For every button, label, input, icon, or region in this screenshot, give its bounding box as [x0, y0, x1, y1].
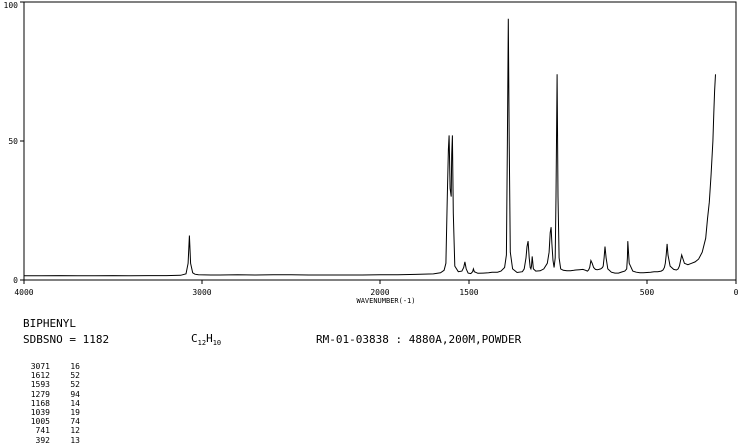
- formula-c-count: 12: [197, 339, 207, 348]
- peak-wavenumber: 1279: [30, 389, 50, 399]
- peak-intensity: 12: [70, 426, 80, 436]
- plot-frame: [23, 1, 737, 281]
- molecular-formula: C12H10: [191, 333, 221, 349]
- peak-intensity: 52: [70, 380, 80, 390]
- peak-table: 3071 16 1612 52 1593 52 1279 94 1168 14 1039 19 1005…: [24, 362, 80, 445]
- peak-row: 1279 94: [24, 390, 80, 399]
- x-tick-label: 2000: [370, 288, 389, 297]
- spectrum-chart: 4000 3000 2000 1500 500 0 0 50 100 WAVENUMBER(-1…: [4, 1, 738, 305]
- peak-row: 741 12: [24, 426, 80, 435]
- spectrum-line: [24, 18, 716, 277]
- x-tick-label: 1500: [459, 288, 478, 297]
- x-tick-label: 0: [734, 288, 738, 297]
- peak-row: 1612 52: [24, 371, 80, 380]
- peak-intensity: 16: [70, 362, 80, 371]
- x-axis-label: WAVENUMBER(-1): [356, 297, 415, 305]
- peak-intensity: 74: [70, 417, 80, 427]
- y-tick-label: 100: [4, 1, 19, 10]
- x-tick-label: 500: [640, 288, 655, 297]
- peak-row: 1039 19: [24, 408, 80, 417]
- peak-intensity: 52: [70, 371, 80, 381]
- peak-row: 1593 52: [24, 380, 80, 389]
- y-tick-label: 0: [13, 276, 18, 285]
- measurement-info: RM-01-03838 : 4880A,200M,POWDER: [316, 333, 522, 346]
- formula-c: C: [191, 332, 198, 345]
- peak-intensity: 19: [70, 408, 80, 418]
- peak-wavenumber: 1039: [30, 408, 50, 418]
- peak-wavenumber: 1593: [30, 380, 50, 390]
- x-tick-label: 4000: [14, 288, 33, 297]
- peak-wavenumber: 3071: [30, 362, 50, 371]
- peak-intensity: 94: [70, 389, 80, 399]
- axis-ticks: 4000 3000 2000 1500 500 0 0 50 100: [4, 1, 738, 297]
- peak-wavenumber: 1168: [30, 398, 50, 408]
- peak-wavenumber: 1005: [30, 417, 50, 427]
- peak-wavenumber: 1612: [30, 371, 50, 381]
- peak-intensity: 14: [70, 398, 80, 408]
- formula-h-count: 10: [212, 339, 222, 348]
- formula-h: H: [206, 332, 213, 345]
- peak-row: 1168 14: [24, 399, 80, 408]
- peak-row: 392 13: [24, 436, 80, 445]
- peak-wavenumber: 741: [35, 426, 50, 436]
- peak-row: 3071 16: [24, 362, 80, 371]
- sdbs-number: SDBSNO = 1182: [23, 333, 110, 346]
- peak-intensity: 13: [70, 435, 80, 445]
- y-tick-label: 50: [8, 137, 18, 146]
- peak-wavenumber: 392: [35, 435, 50, 445]
- compound-name: BIPHENYL: [23, 317, 76, 330]
- peak-row: 1005 74: [24, 417, 80, 426]
- x-tick-label: 3000: [192, 288, 211, 297]
